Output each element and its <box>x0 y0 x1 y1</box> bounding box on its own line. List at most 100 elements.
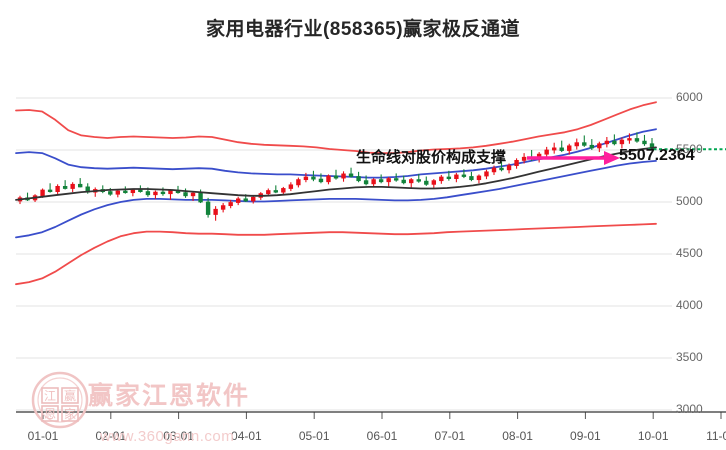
candlestick <box>70 182 75 193</box>
candlestick <box>363 175 369 186</box>
candle-body <box>183 192 188 197</box>
svg-text:恩: 恩 <box>44 407 56 421</box>
candle-body <box>213 208 218 215</box>
candlestick <box>348 167 354 178</box>
x-axis-tick-label: 05-01 <box>298 429 330 443</box>
candle-body <box>190 192 196 197</box>
candle-body <box>288 184 294 189</box>
candlestick <box>220 203 226 213</box>
candlestick <box>115 189 121 198</box>
candle-body <box>642 140 647 145</box>
candle-body <box>311 176 316 180</box>
candle-body <box>326 175 331 183</box>
candlestick <box>371 178 376 187</box>
candle-body <box>115 190 121 195</box>
candlestick <box>386 177 391 187</box>
candlestick <box>25 192 30 201</box>
candlestick <box>506 163 512 174</box>
candlestick <box>190 191 196 201</box>
x-axis-tick-label: 09-01 <box>570 429 601 443</box>
candle-body <box>551 147 557 151</box>
candlestick <box>296 177 301 188</box>
candle-body <box>70 183 75 189</box>
candlestick <box>431 179 437 189</box>
candle-body <box>649 143 655 150</box>
candlestick <box>544 146 549 158</box>
y-axis-tick-label: 3500 <box>676 350 703 364</box>
candlestick <box>439 174 444 184</box>
candle-body <box>318 178 324 183</box>
candle-body <box>198 192 203 203</box>
candlestick <box>213 206 218 221</box>
x-axis-tick-label: 06-01 <box>366 429 398 443</box>
candlestick <box>469 171 474 182</box>
candle-body <box>220 205 226 210</box>
candle-body <box>559 147 564 151</box>
series-lifeline <box>15 146 657 201</box>
candle-body <box>416 179 421 182</box>
y-axis-tick-label: 4000 <box>676 298 703 312</box>
candlestick <box>77 178 83 188</box>
candlestick <box>454 172 459 183</box>
candlestick <box>424 176 429 186</box>
x-axis-tick-label: 07-01 <box>434 429 466 443</box>
y-axis-tick-label: 3000 <box>676 402 703 416</box>
candle-body <box>55 185 60 192</box>
svg-text:江: 江 <box>44 389 56 403</box>
candlestick <box>93 187 98 197</box>
candle-body <box>281 188 286 193</box>
candle-body <box>228 202 233 207</box>
candle-body <box>604 140 610 145</box>
candlestick <box>341 171 346 182</box>
candlestick <box>499 161 504 172</box>
candle-body <box>612 140 617 145</box>
candle-body <box>348 173 354 177</box>
series-upper-outer-band <box>15 101 657 154</box>
candle-body <box>40 189 45 197</box>
lifeline-series <box>15 146 657 201</box>
candlestick <box>612 134 617 146</box>
candlestick <box>47 183 53 193</box>
candlestick <box>288 182 294 192</box>
candle-body <box>393 178 399 181</box>
candle-body <box>544 149 549 155</box>
candle-body <box>589 144 595 149</box>
candlestick <box>153 190 158 199</box>
candlestick-series <box>17 132 655 221</box>
candle-body <box>235 198 241 203</box>
candle-body <box>47 189 53 192</box>
grid-lines <box>16 97 672 411</box>
candlestick <box>634 132 640 143</box>
candlestick <box>393 173 399 182</box>
candlestick <box>55 184 60 195</box>
candlestick <box>303 172 309 183</box>
candlestick <box>409 178 414 188</box>
x-axis-tick-label: 08-01 <box>502 429 533 443</box>
support-arrow <box>527 151 620 165</box>
candlestick <box>205 197 211 218</box>
watermark-url: www.360gann.com <box>100 428 235 445</box>
candle-body <box>341 173 346 179</box>
candle-body <box>506 165 512 171</box>
candlestick <box>567 143 572 155</box>
candlestick <box>326 174 331 185</box>
candle-body <box>446 176 452 179</box>
candle-body <box>145 191 151 196</box>
candlestick <box>228 199 233 209</box>
candlestick <box>333 169 339 180</box>
candle-body <box>439 176 444 182</box>
candle-body <box>205 201 211 215</box>
y-axis-tick-label: 5500 <box>676 142 703 156</box>
x-axis-tick-label: 10-01 <box>637 429 669 443</box>
candlestick <box>183 188 188 198</box>
axis-lines <box>16 411 726 419</box>
candle-body <box>409 179 414 184</box>
candle-body <box>634 138 640 142</box>
candlestick <box>627 133 632 144</box>
candle-body <box>168 190 173 195</box>
candlestick <box>100 185 105 194</box>
y-axis-tick-label: 4500 <box>676 246 703 260</box>
candlestick <box>589 139 595 150</box>
x-axis-tick-label: 02-01 <box>95 429 127 443</box>
